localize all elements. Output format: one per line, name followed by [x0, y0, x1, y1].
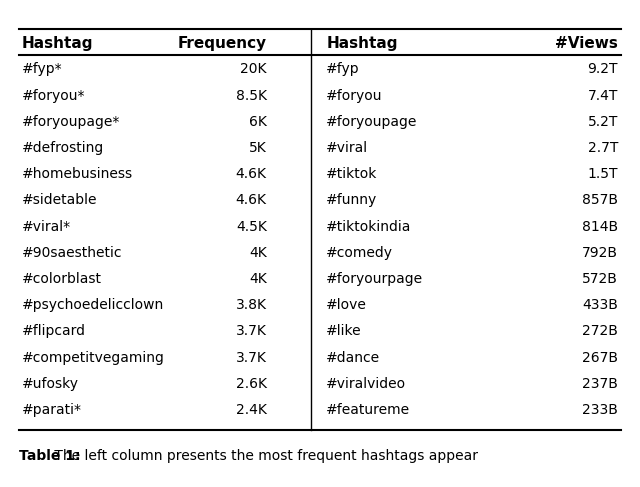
Text: 8.5K: 8.5K [236, 89, 267, 103]
Text: 6K: 6K [249, 115, 267, 129]
Text: #funny: #funny [326, 193, 378, 207]
Text: #love: #love [326, 298, 367, 312]
Text: #fyp: #fyp [326, 62, 360, 76]
Text: 3.7K: 3.7K [236, 351, 267, 365]
Text: 3.7K: 3.7K [236, 324, 267, 338]
Text: 814B: 814B [582, 220, 618, 234]
Text: #foryoupage*: #foryoupage* [22, 115, 120, 129]
Text: 9.2T: 9.2T [588, 62, 618, 76]
Text: 5K: 5K [249, 141, 267, 155]
Text: 857B: 857B [582, 193, 618, 207]
Text: #comedy: #comedy [326, 246, 393, 260]
Text: #foryoupage: #foryoupage [326, 115, 418, 129]
Text: #viral: #viral [326, 141, 369, 155]
Text: #like: #like [326, 324, 362, 338]
Text: 233B: 233B [582, 403, 618, 417]
Text: #foryourpage: #foryourpage [326, 272, 424, 286]
Text: #ufosky: #ufosky [22, 377, 79, 391]
Text: The left column presents the most frequent hashtags appear: The left column presents the most freque… [50, 449, 478, 463]
Text: #tiktokindia: #tiktokindia [326, 220, 412, 234]
Text: Frequency: Frequency [177, 36, 267, 51]
Text: #sidetable: #sidetable [22, 193, 97, 207]
Text: #psychoedelicclown: #psychoedelicclown [22, 298, 164, 312]
Text: 4.6K: 4.6K [236, 193, 267, 207]
Text: 20K: 20K [240, 62, 267, 76]
Text: #dance: #dance [326, 351, 380, 365]
Text: 572B: 572B [582, 272, 618, 286]
Text: #fyp*: #fyp* [22, 62, 63, 76]
Text: #viral*: #viral* [22, 220, 71, 234]
Text: 1.5T: 1.5T [588, 167, 618, 181]
Text: 267B: 267B [582, 351, 618, 365]
Text: 4K: 4K [249, 246, 267, 260]
Text: Hashtag: Hashtag [22, 36, 93, 51]
Text: 237B: 237B [582, 377, 618, 391]
Text: 2.4K: 2.4K [236, 403, 267, 417]
Text: #90saesthetic: #90saesthetic [22, 246, 123, 260]
Text: 272B: 272B [582, 324, 618, 338]
Text: Table 1:: Table 1: [19, 449, 81, 463]
Text: #tiktok: #tiktok [326, 167, 378, 181]
Text: #featureme: #featureme [326, 403, 410, 417]
Text: 792B: 792B [582, 246, 618, 260]
Text: 4.5K: 4.5K [236, 220, 267, 234]
Text: 4K: 4K [249, 272, 267, 286]
Text: #defrosting: #defrosting [22, 141, 104, 155]
Text: #Views: #Views [555, 36, 618, 51]
Text: 3.8K: 3.8K [236, 298, 267, 312]
Text: #foryou: #foryou [326, 89, 383, 103]
Text: #flipcard: #flipcard [22, 324, 86, 338]
Text: 433B: 433B [582, 298, 618, 312]
Text: 2.6K: 2.6K [236, 377, 267, 391]
Text: #colorblast: #colorblast [22, 272, 102, 286]
Text: #parati*: #parati* [22, 403, 82, 417]
Text: #homebusiness: #homebusiness [22, 167, 133, 181]
Text: #foryou*: #foryou* [22, 89, 86, 103]
Text: Hashtag: Hashtag [326, 36, 398, 51]
Text: #competitvegaming: #competitvegaming [22, 351, 165, 365]
Text: 5.2T: 5.2T [588, 115, 618, 129]
Text: 2.7T: 2.7T [588, 141, 618, 155]
Text: #viralvideo: #viralvideo [326, 377, 406, 391]
Text: 7.4T: 7.4T [588, 89, 618, 103]
Text: 4.6K: 4.6K [236, 167, 267, 181]
